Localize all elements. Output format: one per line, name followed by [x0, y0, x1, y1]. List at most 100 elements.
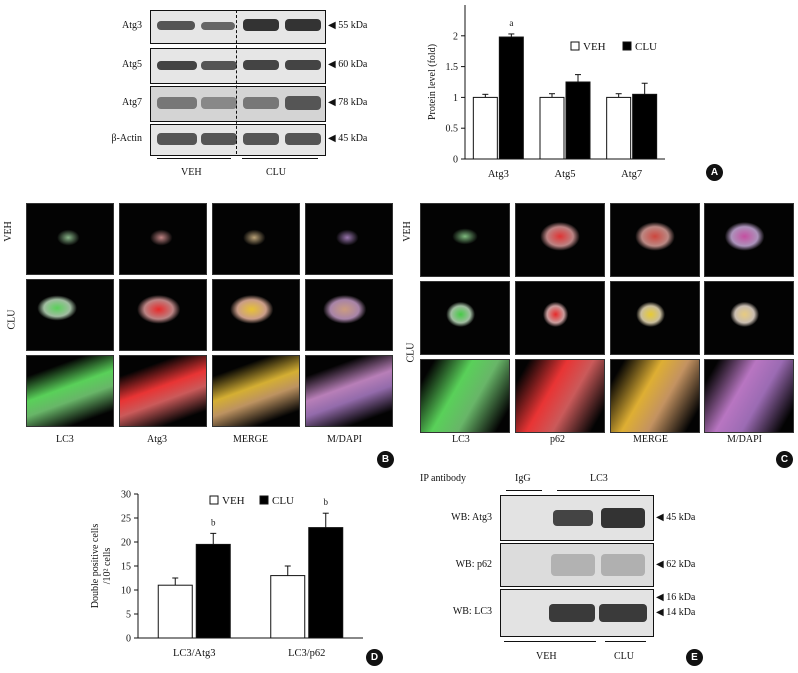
size-marker: ◀ 78 kDa [328, 97, 368, 108]
group-line-clu [242, 158, 318, 159]
significance-label: b [211, 517, 216, 527]
y-tick-label: 1 [453, 93, 458, 104]
size-marker: ◀ 45 kDa [656, 512, 696, 523]
micrograph-lc3-clu [26, 279, 114, 351]
group-line-veh [504, 641, 596, 642]
panel-a-bar-chart: 0 0.5 1 1.5 2 Protein level (fold) a Atg3 Atg5 At… [427, 5, 665, 180]
size-label: 55 kDa [338, 20, 368, 31]
y-tick-label: 30 [121, 490, 131, 501]
ip-antibody-label: IP antibody [420, 473, 467, 484]
legend-swatch [570, 41, 580, 51]
micrograph-lc3-clu [420, 281, 510, 355]
blot-strip-wb-p62 [500, 543, 654, 587]
group-label-veh: VEH [536, 651, 557, 662]
y-axis-label-line: Double positive cells [90, 524, 101, 609]
micrograph-p62-veh [515, 203, 605, 277]
micrograph-p62-clu-zoom [515, 359, 605, 433]
micrograph-merge-veh [212, 203, 300, 275]
micrograph-dapi-clu [305, 279, 393, 351]
group-label-clu: CLU [266, 167, 286, 178]
blot-strip-wb-atg3 [500, 495, 654, 541]
wb-label-lc3: WB: LC3 [452, 606, 492, 617]
bar [472, 96, 498, 160]
x-tick-label: Atg7 [621, 169, 642, 180]
blot-label-atg5: Atg5 [122, 59, 142, 70]
legend-label: CLU [635, 41, 657, 53]
panel-badge-b: B [377, 451, 394, 468]
y-tick-label: 25 [121, 514, 131, 525]
bar [606, 96, 632, 160]
wb-label-atg3: WB: Atg3 [451, 512, 492, 523]
group-label-veh: VEH [181, 167, 202, 178]
size-marker: ◀ 55 kDa [328, 20, 368, 31]
legend-label: CLU [272, 495, 294, 507]
x-tick-label: LC3/Atg3 [173, 648, 216, 659]
x-tick-label: LC3/p62 [288, 648, 325, 659]
ip-group-igg: IgG [515, 473, 531, 484]
micrograph-atg3-clu-zoom [119, 355, 207, 427]
column-label-p62: p62 [550, 434, 565, 445]
row-label-veh: VEH [401, 221, 413, 242]
dashed-divider [236, 10, 237, 154]
micrograph-lc3-clu-zoom [420, 359, 510, 433]
legend-swatch [622, 41, 632, 51]
blot-strip-wb-lc3 [500, 589, 654, 637]
blot-strip-actin [150, 124, 326, 156]
column-label-lc3: LC3 [56, 434, 74, 445]
y-tick-label: 15 [121, 562, 131, 573]
column-label-mdapi: M/DAPI [727, 434, 763, 445]
bar [157, 584, 193, 639]
ip-line-igg [506, 490, 542, 491]
ip-group-lc3: LC3 [590, 473, 608, 484]
row-label-veh: VEH [2, 221, 14, 242]
micrograph-merge-veh [610, 203, 700, 277]
column-label-merge: MERGE [233, 434, 268, 445]
y-tick-label: 0 [453, 155, 458, 166]
panel-badge-a: A [706, 164, 723, 181]
legend-swatch [209, 495, 219, 505]
y-tick-label: 2 [453, 31, 458, 42]
legend-label: VEH [583, 41, 606, 53]
size-marker: ◀ 16 kDa [656, 592, 696, 603]
micrograph-lc3-veh [420, 203, 510, 277]
bar [270, 575, 306, 639]
panel-badge-d: D [366, 649, 383, 666]
micrograph-dapi-clu [704, 281, 794, 355]
column-label-merge: MERGE [633, 434, 668, 445]
size-marker: ◀ 45 kDa [328, 133, 368, 144]
y-axis-label-line: /10² cells [102, 548, 113, 585]
column-label-lc3: LC3 [452, 434, 470, 445]
bar [565, 81, 591, 160]
bar [195, 543, 231, 639]
row-label-clu: CLU [405, 342, 417, 363]
legend-label: VEH [222, 495, 245, 507]
panel-d-bar-chart: 0 5 10 15 20 25 30 Double positive cells/10² ce… [90, 490, 363, 659]
micrograph-dapi-veh [305, 203, 393, 275]
size-marker: ◀ 14 kDa [656, 607, 696, 618]
micrograph-merge-clu-zoom [212, 355, 300, 427]
y-tick-label: 0.5 [446, 124, 459, 135]
bar [498, 36, 524, 160]
micrograph-dapi-veh [704, 203, 794, 277]
blot-strip-atg7 [150, 86, 326, 122]
y-tick-label: 20 [121, 538, 131, 549]
micrograph-lc3-veh [26, 203, 114, 275]
blot-strip-atg3 [150, 10, 326, 44]
size-label: 78 kDa [338, 97, 368, 108]
x-tick-label: Atg5 [555, 169, 576, 180]
size-marker: ◀ 62 kDa [656, 559, 696, 570]
panel-badge-c: C [776, 451, 793, 468]
micrograph-dapi-clu-zoom [704, 359, 794, 433]
blot-label-actin: β-Actin [111, 133, 142, 144]
x-tick-label: Atg3 [488, 169, 509, 180]
micrograph-merge-clu [610, 281, 700, 355]
y-tick-label: 5 [126, 610, 131, 621]
panel-badge-e: E [686, 649, 703, 666]
column-label-atg3: Atg3 [147, 434, 167, 445]
micrograph-merge-clu [212, 279, 300, 351]
size-label: 45 kDa [338, 133, 368, 144]
y-tick-label: 1.5 [446, 62, 459, 73]
wb-label-p62: WB: p62 [455, 559, 492, 570]
significance-label: a [509, 18, 513, 28]
size-label: 60 kDa [338, 59, 368, 70]
